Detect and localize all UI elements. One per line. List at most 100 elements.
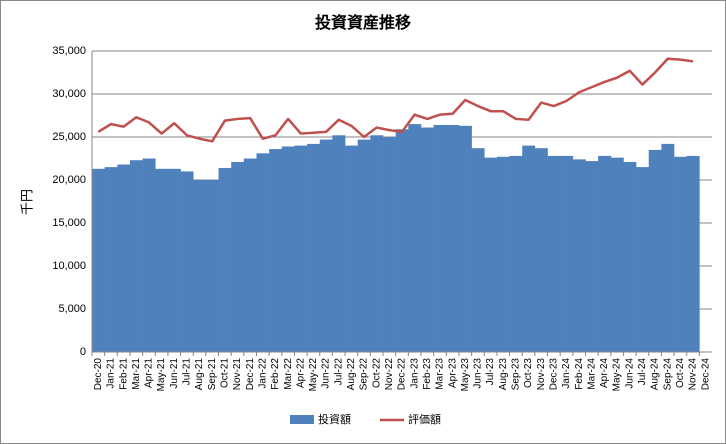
bar (446, 124, 460, 353)
x-tick-label: Jul-24 (637, 358, 648, 386)
x-tick-label: Apr-24 (599, 358, 610, 388)
x-tick-label: Jan-23 (409, 358, 420, 389)
bar (205, 180, 219, 352)
bar (623, 161, 637, 352)
bar (383, 137, 396, 352)
bar (534, 148, 548, 352)
x-tick-label: Jun-21 (169, 358, 180, 389)
x-tick-label: May-24 (612, 358, 623, 392)
y-tick-label: 20,000 (52, 174, 86, 186)
bar (547, 155, 561, 352)
chart-title: 投資資産推移 (315, 13, 411, 32)
bar (674, 156, 687, 352)
bar (167, 168, 181, 352)
bar (496, 156, 510, 352)
bar (522, 145, 536, 352)
x-tick-label: Feb-21 (118, 358, 129, 390)
x-tick-label: Aug-21 (194, 358, 205, 391)
y-tick-label: 25,000 (52, 131, 86, 143)
bar (572, 159, 586, 352)
bar (636, 167, 650, 352)
y-tick-label: 5,000 (58, 303, 86, 315)
x-tick-label: Sep-21 (207, 358, 218, 391)
x-tick-label: Jun-24 (624, 358, 635, 389)
bar (281, 146, 295, 352)
y-tick-label: 10,000 (52, 260, 86, 272)
bar (458, 125, 472, 352)
x-tick-label: Mar-21 (131, 358, 142, 390)
bar (370, 135, 384, 352)
bar (610, 157, 624, 352)
bar (307, 143, 321, 352)
x-tick-label: Jul-23 (485, 358, 496, 386)
x-tick-label: Jul-21 (182, 358, 193, 386)
bar (129, 160, 143, 352)
bar (345, 145, 359, 352)
bar (408, 124, 422, 352)
x-tick-label: Feb-24 (574, 358, 585, 390)
bar (231, 161, 245, 352)
bar (319, 139, 333, 352)
legend-label: 投資額 (318, 412, 351, 426)
x-tick-label: Jan-21 (106, 358, 117, 389)
y-tick-label: 15,000 (52, 217, 86, 229)
x-tick-label: Sep-24 (662, 358, 673, 391)
x-tick-label: Dec-21 (245, 358, 256, 391)
bar (104, 167, 118, 352)
x-tick-label: May-22 (308, 358, 319, 392)
bar (471, 148, 485, 352)
bar (648, 149, 662, 352)
y-tick-label: 35,000 (52, 45, 86, 57)
x-tick-label: Apr-22 (295, 358, 306, 388)
x-tick-label: Jan-24 (561, 358, 572, 389)
bar (256, 153, 270, 352)
bar (357, 139, 371, 352)
x-tick-label: Mar-22 (283, 358, 294, 390)
bar (218, 167, 232, 352)
bar (420, 127, 434, 352)
bar (332, 135, 346, 352)
x-tick-label: Feb-23 (422, 358, 433, 390)
x-tick-label: Jan-22 (257, 358, 268, 389)
bar (395, 129, 409, 352)
x-tick-label: Sep-23 (511, 358, 522, 391)
y-axis-label: 千円 (19, 189, 34, 215)
x-tick-label: May-21 (156, 358, 167, 392)
x-tick-label: Sep-22 (359, 358, 370, 391)
x-tick-label: May-23 (460, 358, 471, 392)
x-tick-label: Oct-24 (675, 358, 686, 388)
bar (243, 158, 257, 352)
bar (142, 158, 156, 352)
x-tick-label: Nov-21 (232, 358, 243, 391)
bar (180, 171, 194, 352)
x-tick-label: Mar-24 (586, 358, 597, 390)
bar (598, 155, 612, 352)
bar (92, 168, 105, 352)
x-tick-label: Apr-23 (447, 358, 458, 388)
x-tick-label: Jun-22 (321, 358, 332, 389)
bar (117, 164, 131, 352)
bar (294, 145, 308, 352)
x-tick-label: Oct-21 (219, 358, 230, 388)
x-tick-label: Nov-24 (688, 358, 699, 391)
x-tick-label: Dec-22 (397, 358, 408, 391)
x-tick-label: Oct-22 (371, 358, 382, 388)
x-tick-label: Feb-22 (270, 358, 281, 390)
x-tick-label: Nov-23 (536, 358, 547, 391)
bar (484, 157, 498, 352)
x-tick-label: Dec-23 (548, 358, 559, 391)
bar (155, 168, 169, 352)
x-tick-label: Aug-22 (346, 358, 357, 391)
bar (560, 155, 574, 352)
x-tick-label: Oct-23 (523, 358, 534, 388)
bar (509, 155, 523, 352)
x-tick-label: Mar-23 (435, 358, 446, 390)
x-tick-label: Dec-24 (700, 358, 711, 391)
y-tick-label: 30,000 (52, 88, 86, 100)
x-tick-label: Jul-22 (333, 358, 344, 386)
x-tick-label: Aug-23 (498, 358, 509, 391)
legend-label: 評価額 (408, 412, 441, 426)
bar (661, 143, 675, 352)
bar (269, 149, 283, 352)
